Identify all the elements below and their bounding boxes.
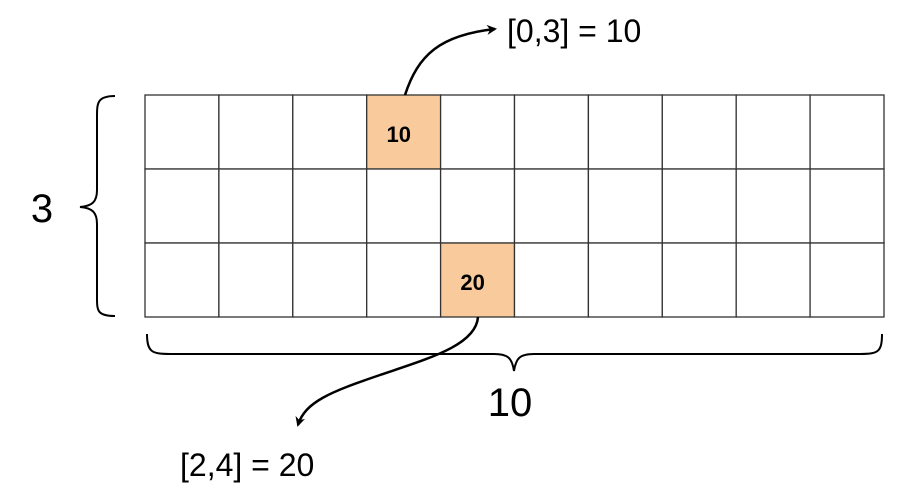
arrow-bottom-callout bbox=[295, 316, 480, 427]
cell-value: 10 bbox=[386, 122, 410, 147]
grid-cell bbox=[292, 242, 368, 318]
grid-cell bbox=[366, 168, 442, 244]
grid-cell bbox=[661, 94, 737, 170]
grid-cell bbox=[366, 242, 442, 318]
grid-cell bbox=[735, 242, 811, 318]
bottom-callout-label: [2,4] = 20 bbox=[180, 447, 314, 483]
grid-cell bbox=[587, 94, 663, 170]
grid-cell bbox=[218, 168, 294, 244]
cell-value: 20 bbox=[460, 270, 484, 295]
grid-cell bbox=[735, 94, 811, 170]
grid-cell bbox=[809, 242, 885, 318]
grid-cell bbox=[439, 168, 516, 244]
grid-cell bbox=[144, 242, 220, 318]
grid-cell bbox=[292, 94, 368, 170]
row-count-brace bbox=[79, 95, 116, 317]
highlighted-cell bbox=[439, 242, 516, 318]
grid-cell bbox=[513, 242, 590, 318]
grid-cell bbox=[292, 168, 368, 244]
col-count-brace bbox=[146, 333, 883, 372]
grid-cell bbox=[809, 168, 885, 244]
grid-cell bbox=[661, 168, 737, 244]
top-callout-label: [0,3] = 10 bbox=[507, 13, 641, 49]
grid-cell bbox=[218, 94, 294, 170]
grid-cell bbox=[587, 242, 663, 318]
grid-cell bbox=[513, 168, 590, 244]
grid-cell bbox=[439, 94, 516, 170]
grid-cell bbox=[218, 242, 294, 318]
highlighted-cell bbox=[366, 94, 442, 170]
grid-cell bbox=[513, 94, 590, 170]
grid-cell bbox=[735, 168, 811, 244]
grid-cell bbox=[661, 242, 737, 318]
grid-cell bbox=[587, 168, 663, 244]
arrow-top-callout bbox=[403, 24, 497, 96]
rows-count-label: 3 bbox=[31, 187, 53, 231]
grid: 10 20 bbox=[144, 94, 885, 318]
grid-cell bbox=[144, 168, 220, 244]
cols-count-label: 10 bbox=[488, 381, 533, 425]
grid-cell bbox=[144, 94, 220, 170]
grid-cell bbox=[809, 94, 885, 170]
